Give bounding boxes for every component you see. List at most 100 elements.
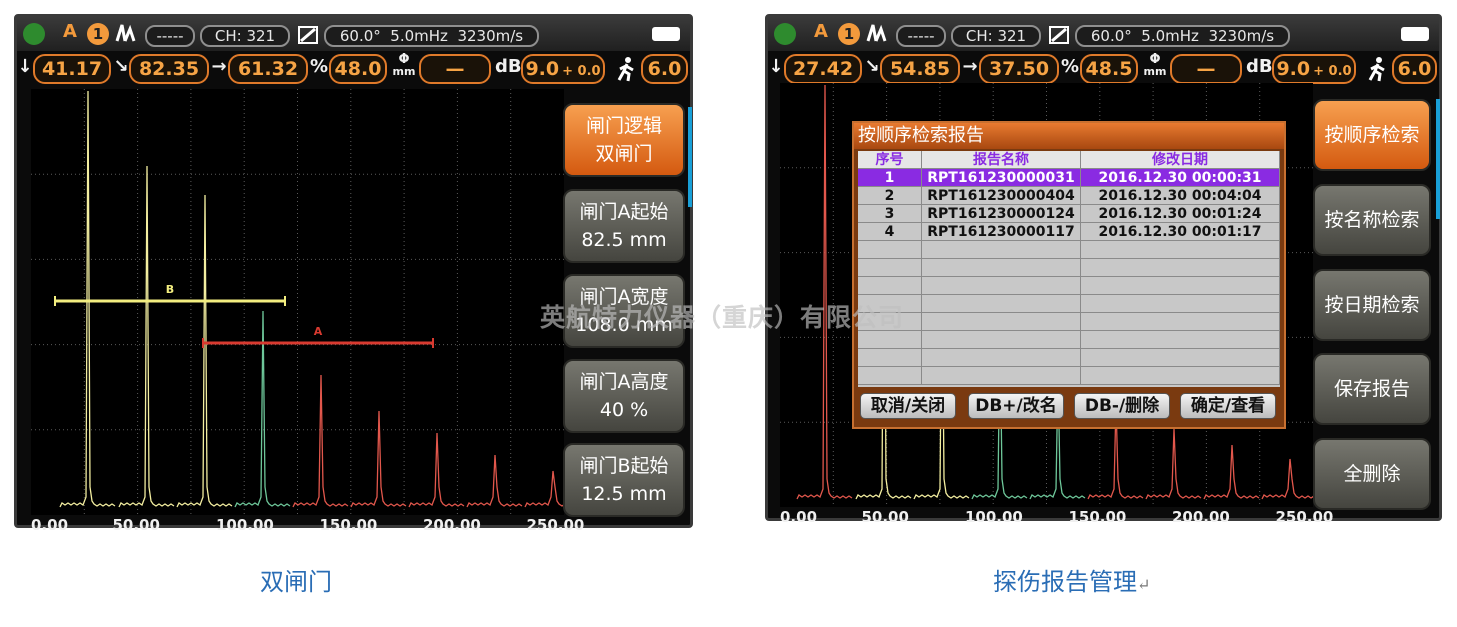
empty-cell	[1081, 331, 1280, 349]
paragraph-mark: ↵	[1137, 575, 1151, 594]
horizontal-arrow: →	[962, 56, 978, 77]
surface-arrow: ↘	[113, 56, 129, 77]
echo-trace	[118, 165, 175, 508]
column-header: 序号	[858, 151, 922, 169]
mode-pill: -----	[896, 25, 946, 47]
menu-button[interactable]: 闸门A起始 82.5 mm	[563, 189, 685, 263]
menu-line: 双闸门	[595, 143, 653, 165]
menu-button[interactable]: 按顺序检索	[1313, 99, 1431, 171]
echo-trace	[350, 410, 407, 508]
table-cell[interactable]: RPT161230000124	[922, 205, 1081, 223]
diameter-value: —	[1170, 54, 1242, 84]
menu-button[interactable]: 闸门逻辑 双闸门	[563, 103, 685, 177]
depth-value: 41.17	[33, 54, 111, 84]
dialog-button[interactable]: DB+/改名	[968, 393, 1064, 419]
menu-button[interactable]: 按日期检索	[1313, 269, 1431, 341]
gain-value: 9.0 + 0.0	[521, 54, 605, 84]
empty-cell	[858, 367, 922, 385]
step-icon	[613, 56, 639, 82]
menu-line: 82.5 mm	[581, 229, 667, 251]
empty-cell	[922, 241, 1081, 259]
empty-cell	[858, 277, 922, 295]
menu-line: 12.5 mm	[581, 483, 667, 505]
x-axis-label: 150.00	[1068, 508, 1127, 526]
table-cell[interactable]: 2	[858, 187, 922, 205]
menu-button[interactable]: 保存报告	[1313, 353, 1431, 425]
diameter-value: —	[419, 54, 491, 84]
battery	[1401, 27, 1429, 41]
empty-cell	[1081, 241, 1280, 259]
probe-pill: 60.0° 5.0mHz 3230m/s	[1075, 25, 1290, 47]
gain: 9.0	[525, 58, 560, 80]
caption: 探伤报告管理↵	[993, 568, 1151, 596]
table-cell[interactable]: 2016.12.30 00:01:17	[1081, 223, 1280, 241]
percent-unit: %	[310, 56, 329, 77]
x-axis-label: 50.00	[112, 516, 160, 534]
column-header: 修改日期	[1081, 151, 1280, 169]
x-axis-label: 250.00	[1275, 508, 1334, 526]
table-cell[interactable]: 2016.12.30 00:00:31	[1081, 169, 1280, 187]
surface-value: 82.35	[129, 54, 209, 84]
icon	[115, 24, 136, 42]
x-axis-label: 100.00	[964, 508, 1023, 526]
menu-button[interactable]: 全删除	[1313, 438, 1431, 510]
empty-cell	[922, 295, 1081, 313]
table-cell[interactable]: 2016.12.30 00:04:04	[1081, 187, 1280, 205]
empty-cell	[1081, 349, 1280, 367]
step-value: 6.0	[1392, 54, 1437, 84]
echo-trace	[176, 194, 233, 508]
menu-line: 闸门逻辑	[585, 115, 662, 137]
icon	[1049, 26, 1069, 44]
echo-trace	[466, 454, 523, 508]
mode-pill: -----	[145, 25, 195, 47]
status-led	[23, 23, 45, 45]
empty-cell	[922, 277, 1081, 295]
dialog-button[interactable]: DB-/删除	[1074, 393, 1170, 419]
wave-icon	[115, 21, 137, 45]
scroll-bar	[688, 107, 692, 207]
empty-cell	[922, 313, 1081, 331]
gate-label: A	[314, 325, 323, 338]
echo-trace	[524, 470, 564, 508]
empty-cell	[1081, 259, 1280, 277]
empty-cell	[1081, 367, 1280, 385]
depth-arrow: ↓	[768, 56, 784, 77]
surface-arrow: ↘	[864, 56, 880, 77]
dialog-button[interactable]: 取消/关闭	[860, 393, 956, 419]
empty-cell	[922, 331, 1081, 349]
channel-pill: CH: 321	[951, 25, 1041, 47]
menu-line: 闸门A起始	[579, 201, 669, 223]
channel-number: 1	[87, 23, 109, 45]
probe-icon	[1048, 25, 1070, 45]
horizontal-arrow: →	[211, 56, 227, 77]
table-cell[interactable]: RPT161230000404	[922, 187, 1081, 205]
echo-trace	[59, 90, 116, 508]
table-cell[interactable]: 1	[858, 169, 922, 187]
icon	[298, 26, 318, 44]
step-value: 6.0	[641, 54, 688, 84]
icon	[1368, 57, 1385, 82]
menu-button[interactable]: 按名称检索	[1313, 184, 1431, 256]
table-cell[interactable]: 4	[858, 223, 922, 241]
menu-button[interactable]: 闸门A高度 40 %	[563, 359, 685, 433]
table-cell[interactable]: 3	[858, 205, 922, 223]
icon	[617, 57, 634, 82]
menu-button[interactable]: 闸门B起始 12.5 mm	[563, 443, 685, 517]
status-bar: A 1 ----- CH: 321 60.0° 5.0mHz 3230m/s	[17, 17, 690, 51]
table-cell[interactable]: 2016.12.30 00:01:24	[1081, 205, 1280, 223]
table-cell[interactable]: RPT161230000031	[922, 169, 1081, 187]
x-axis-label: 200.00	[1171, 508, 1230, 526]
a-scan: BA	[31, 89, 564, 515]
amplitude-value: 48.5	[1080, 54, 1138, 84]
echo-trace	[1261, 458, 1313, 500]
table-cell[interactable]: RPT161230000117	[922, 223, 1081, 241]
empty-cell	[922, 349, 1081, 367]
echo-trace	[408, 432, 465, 508]
status-bar: A 1 ----- CH: 321 60.0° 5.0mHz 3230m/s	[768, 17, 1439, 51]
echo-trace	[1203, 444, 1260, 500]
dialog-button[interactable]: 确定/查看	[1180, 393, 1276, 419]
menu-button[interactable]: 闸门A宽度 108.0 mm	[563, 274, 685, 348]
empty-cell	[858, 331, 922, 349]
